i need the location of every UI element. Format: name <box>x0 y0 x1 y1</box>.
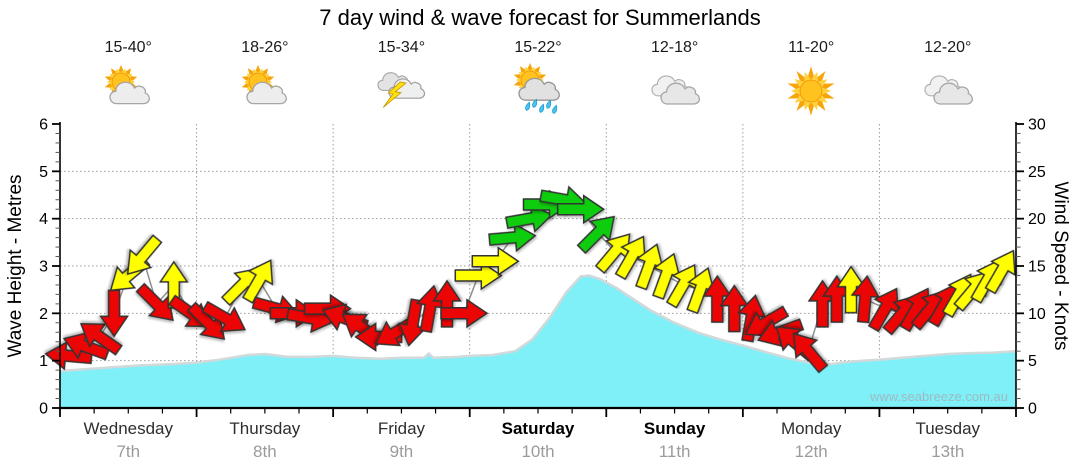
left-axis-tick: 3 <box>39 259 48 276</box>
wind-arrow <box>652 252 681 300</box>
forecast-day-column: 12-20° <box>879 38 1016 117</box>
clouds-icon <box>924 75 973 105</box>
day-label-column: Thursday 8th <box>197 419 334 462</box>
wind-arrow <box>432 279 462 328</box>
watermark: www.seabreeze.com.au <box>869 389 1008 404</box>
wind-arrow <box>505 203 554 233</box>
right-axis-tick: 15 <box>1028 259 1046 276</box>
day-date: 13th <box>931 442 965 461</box>
wind-arrow <box>488 222 537 253</box>
day-name: Monday <box>780 419 842 438</box>
axes: 0 1 2 3 4 5 6 0 5 10 15 20 25 30 <box>39 117 1046 418</box>
temp-range: 18-26° <box>241 39 289 56</box>
right-axis-tick: 0 <box>1028 401 1037 418</box>
sun-rain-icon <box>513 63 561 114</box>
right-axis-tick: 20 <box>1028 211 1046 228</box>
sun-cloud-icon <box>104 64 151 105</box>
left-axis-tick: 2 <box>39 306 48 323</box>
left-axis-tick: 0 <box>39 401 48 418</box>
right-axis-tick: 5 <box>1028 353 1037 370</box>
day-date: 12th <box>794 442 828 461</box>
left-axis-tick: 6 <box>39 117 48 134</box>
wind-arrow <box>201 300 247 333</box>
wind-arrow <box>719 284 750 333</box>
day-name: Friday <box>377 419 426 438</box>
wind-arrow <box>471 246 520 277</box>
wind-arrow <box>737 294 767 343</box>
wind-arrow <box>635 243 664 291</box>
wind-arrow <box>135 282 174 322</box>
forecast-day-column: 18-26° <box>197 38 334 117</box>
temp-range: 15-22° <box>514 39 562 56</box>
forecast-day-column: 15-22° <box>470 38 607 117</box>
wave-height-area <box>60 275 1016 408</box>
sun-icon <box>787 66 835 116</box>
forecast-day-column: 11-20° <box>743 38 880 117</box>
day-name: Saturday <box>501 419 575 438</box>
day-label-column: Wednesday 7th <box>60 419 197 462</box>
wind-arrow <box>686 266 715 315</box>
day-date: 7th <box>116 442 141 461</box>
wave-height-line <box>59 274 1017 373</box>
forecast-day-column: 15-40° <box>60 38 197 117</box>
day-labels-row: Wednesday 7th Thursday 8th Friday 9th Saturday… <box>60 419 1016 462</box>
temp-range: 11-20° <box>788 39 835 56</box>
forecast-day-column: 15-34° <box>333 38 470 117</box>
wind-arrows <box>44 185 1016 374</box>
day-name: Wednesday <box>83 419 174 438</box>
wind-arrow <box>440 298 489 329</box>
right-axis-tick: 10 <box>1028 306 1046 323</box>
temp-range: 12-20° <box>924 39 972 56</box>
wind-arrow <box>792 332 829 374</box>
right-axis-tick: 25 <box>1028 164 1046 181</box>
clouds-icon <box>650 75 700 105</box>
temp-range: 12-18° <box>650 39 699 56</box>
left-axis-tick: 1 <box>39 353 48 370</box>
wind-arrow <box>99 289 130 338</box>
right-axis-tick: 30 <box>1028 117 1046 134</box>
day-name: Sunday <box>643 419 706 438</box>
temps-and-icons-row: 15-40° 18-26° 15-34° 15-22° 12-18° 11-20° 12-2… <box>60 38 1016 117</box>
wind-arrow <box>79 323 123 356</box>
wind-arrow <box>850 274 881 324</box>
temp-range: 15-40° <box>104 39 152 56</box>
wind-arrow <box>126 234 163 276</box>
day-date: 9th <box>389 442 414 461</box>
wind-arrow <box>836 265 866 314</box>
wind-arrow <box>556 194 606 225</box>
wind-arrow <box>397 298 428 347</box>
day-label-column: Monday 12th <box>743 419 880 462</box>
page-title: 7 day wind & wave forecast for Summerlan… <box>319 5 761 30</box>
wind-arrow <box>614 235 646 281</box>
day-label-column: Sunday 11th <box>606 419 743 462</box>
wind-arrow <box>454 260 503 291</box>
day-date: 8th <box>253 442 277 461</box>
storm-icon <box>377 72 426 108</box>
day-date: 11th <box>658 442 691 461</box>
wind-arrow <box>702 274 733 323</box>
forecast-day-column: 12-18° <box>606 38 743 117</box>
day-name: Tuesday <box>915 419 981 438</box>
wind-arrow <box>576 215 616 255</box>
wind-arrow <box>984 249 1016 295</box>
day-name: Thursday <box>229 419 301 438</box>
left-axis-tick: 5 <box>39 164 48 181</box>
left-axis-tick: 4 <box>39 211 48 228</box>
day-date: 10th <box>521 442 555 461</box>
day-label-column: Tuesday 13th <box>879 419 1016 462</box>
day-label-column: Saturday 10th <box>470 419 607 462</box>
day-label-column: Friday 9th <box>333 419 470 462</box>
temp-range: 15-34° <box>377 39 426 56</box>
sun-cloud-icon <box>241 64 287 105</box>
wind-arrow <box>186 301 226 341</box>
